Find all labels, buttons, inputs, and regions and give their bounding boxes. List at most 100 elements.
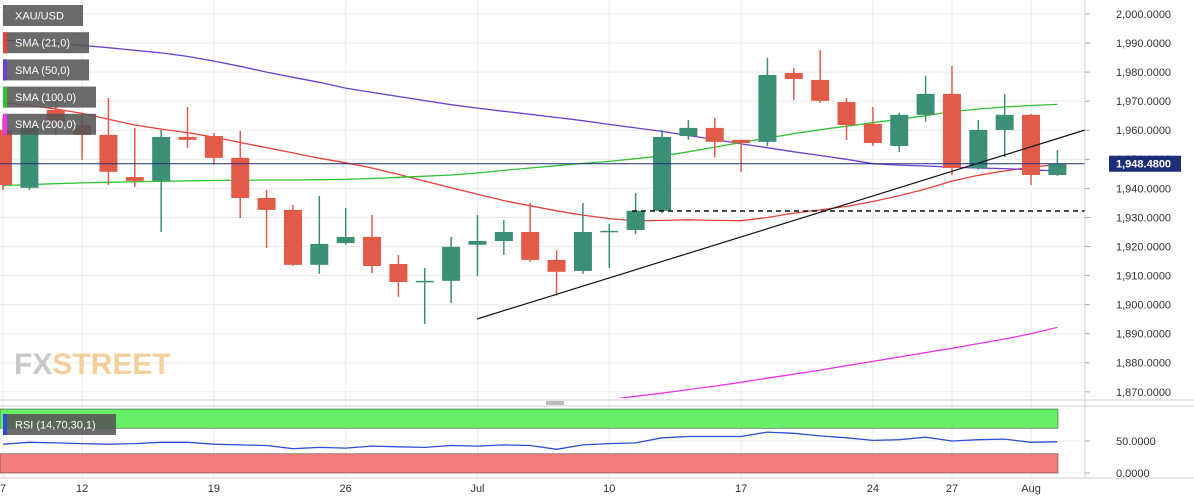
candle-body xyxy=(705,127,724,142)
y-tick-label: 1,910.0000 xyxy=(1116,271,1171,283)
x-tick-label: 24 xyxy=(867,483,879,495)
y-tick-label: 1,980.0000 xyxy=(1116,67,1171,79)
candle-body xyxy=(389,263,408,283)
candle-body xyxy=(152,136,171,181)
candle-body xyxy=(231,157,250,198)
candle-body xyxy=(573,231,592,271)
legend-label: RSI (14,70,30,1) xyxy=(15,419,96,431)
axes: 7 12 19 26 Jul 10 17 24 27 Aug 2,000.0000 1,990.000… xyxy=(0,9,1181,495)
legend: XAU/USD SMA (21,0) SMA (50,0) SMA (100,0) SM… xyxy=(3,5,116,435)
candle-body xyxy=(257,197,276,210)
candle-body xyxy=(442,246,461,281)
legend-box xyxy=(3,113,96,135)
legend-swatch xyxy=(3,32,7,54)
candle-body xyxy=(969,129,988,169)
candle-body xyxy=(547,259,566,272)
candle-body xyxy=(942,93,961,169)
x-tick-label: 17 xyxy=(735,483,747,495)
legend-label: SMA (21,0) xyxy=(15,38,70,50)
legend-label: XAU/USD xyxy=(15,10,64,22)
trendline xyxy=(476,129,1086,320)
x-tick-label: 12 xyxy=(76,483,88,495)
y-tick-label: 1,970.0000 xyxy=(1116,96,1171,108)
y-tick-label: 1,960.0000 xyxy=(1116,125,1171,137)
line-series xyxy=(616,326,1058,398)
x-tick-label: Aug xyxy=(1021,483,1041,495)
legend-box xyxy=(3,59,89,81)
legend-swatch xyxy=(3,86,7,108)
candle-body xyxy=(784,72,803,80)
candle-body xyxy=(995,114,1014,130)
candle-body xyxy=(468,241,487,245)
y-tick-label: 0.0000 xyxy=(1116,468,1150,480)
candle-body xyxy=(916,93,935,115)
last-price-label: 1,948.4800 xyxy=(1116,159,1171,171)
candle-body xyxy=(204,136,223,158)
candle-body xyxy=(758,75,777,142)
x-tick-label: 19 xyxy=(208,483,220,495)
candle-body xyxy=(521,231,540,260)
pane-grip[interactable] xyxy=(546,401,564,405)
candle-body xyxy=(837,102,856,126)
legend-box xyxy=(3,414,116,435)
plot xyxy=(0,39,1067,474)
y-tick-label: 1,940.0000 xyxy=(1116,183,1171,195)
y-tick-label: 1,930.0000 xyxy=(1116,212,1171,224)
band xyxy=(0,453,1059,474)
x-tick-label: 26 xyxy=(340,483,352,495)
line-series xyxy=(2,103,1058,187)
candle-body xyxy=(732,139,751,144)
candle-body xyxy=(336,236,355,244)
line-series xyxy=(2,431,1058,450)
candle-body xyxy=(600,230,619,233)
x-tick-label: 7 xyxy=(0,483,6,495)
candle-body xyxy=(890,114,909,146)
band xyxy=(0,408,1059,429)
candle-body xyxy=(415,280,434,283)
y-tick-label: 1,920.0000 xyxy=(1116,241,1171,253)
y-tick-label: 2,000.0000 xyxy=(1116,9,1171,21)
y-tick-label: 1,990.0000 xyxy=(1116,38,1171,50)
last-price-tag xyxy=(1109,155,1181,172)
candle-body xyxy=(310,243,329,265)
y-tick-label: 50.0000 xyxy=(1116,436,1156,448)
watermark-part: FX xyxy=(14,348,52,381)
legend-box xyxy=(3,32,89,54)
legend-box xyxy=(3,86,96,108)
candle-body xyxy=(811,79,830,101)
legend-label: SMA (200,0) xyxy=(15,119,76,131)
candle-body xyxy=(863,123,882,144)
legend-label: SMA (100,0) xyxy=(15,92,76,104)
candle-body xyxy=(1048,163,1067,176)
candle-body xyxy=(1022,114,1041,176)
candle-body xyxy=(283,209,302,265)
legend-swatch xyxy=(3,113,7,135)
watermark-part: STREET xyxy=(52,348,170,381)
candle-body xyxy=(99,134,118,172)
candle-body xyxy=(626,210,645,230)
candle-body xyxy=(178,136,197,140)
candle-body xyxy=(20,125,39,188)
overlay xyxy=(0,163,1085,450)
candle-body xyxy=(125,177,144,181)
candle-body xyxy=(679,127,698,137)
y-tick-label: 1,890.0000 xyxy=(1116,329,1171,341)
legend-box xyxy=(3,5,83,26)
candle-body xyxy=(494,231,513,242)
x-tick-label: 27 xyxy=(946,483,958,495)
candle-body xyxy=(0,129,12,185)
y-tick-label: 1,900.0000 xyxy=(1116,300,1171,312)
watermark: FXSTREET xyxy=(14,348,171,381)
watermark-text: FXSTREET xyxy=(14,348,171,381)
candle-body xyxy=(653,136,671,211)
y-tick-label: 1,880.0000 xyxy=(1116,358,1171,370)
x-tick-label: Jul xyxy=(470,483,484,495)
legend-label: SMA (50,0) xyxy=(15,65,70,77)
x-tick-label: 10 xyxy=(603,483,615,495)
candle-body xyxy=(363,236,382,267)
legend-swatch xyxy=(3,59,7,81)
y-tick-label: 1,870.0000 xyxy=(1116,387,1171,399)
legend-swatch xyxy=(3,414,7,435)
